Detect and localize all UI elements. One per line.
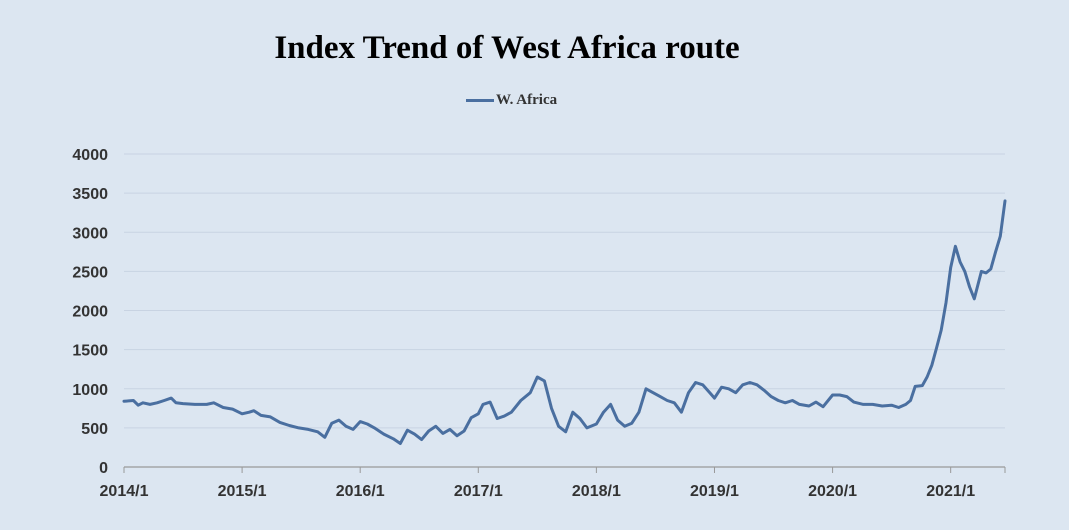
y-tick-label-1500: 1500 <box>72 343 108 360</box>
x-tick-label-2014/1: 2014/1 <box>100 483 149 500</box>
x-tick-label-2019/1: 2019/1 <box>690 483 739 500</box>
legend-swatch <box>466 99 494 102</box>
y-tick-label-2500: 2500 <box>72 264 108 281</box>
x-tick-label-2015/1: 2015/1 <box>218 483 267 500</box>
x-tick-label-2017/1: 2017/1 <box>454 483 503 500</box>
legend: W. Africa <box>466 92 557 109</box>
y-tick-label-3500: 3500 <box>72 186 108 203</box>
y-tick-label-2000: 2000 <box>72 304 108 321</box>
y-tick-label-4000: 4000 <box>72 147 108 164</box>
y-tick-label-0: 0 <box>99 460 108 477</box>
y-tick-label-3000: 3000 <box>72 225 108 242</box>
series-line-W. Africa <box>122 199 1007 445</box>
y-tick-label-1000: 1000 <box>72 382 108 399</box>
x-tick-label-2018/1: 2018/1 <box>572 483 621 500</box>
x-tick-label-2016/1: 2016/1 <box>336 483 385 500</box>
x-tick-label-2020/1: 2020/1 <box>808 483 857 500</box>
chart-title: Index Trend of West Africa route <box>274 30 740 66</box>
y-tick-label-500: 500 <box>81 421 108 438</box>
legend-label: W. Africa <box>496 92 558 108</box>
x-tick-label-2021/1: 2021/1 <box>926 483 975 500</box>
